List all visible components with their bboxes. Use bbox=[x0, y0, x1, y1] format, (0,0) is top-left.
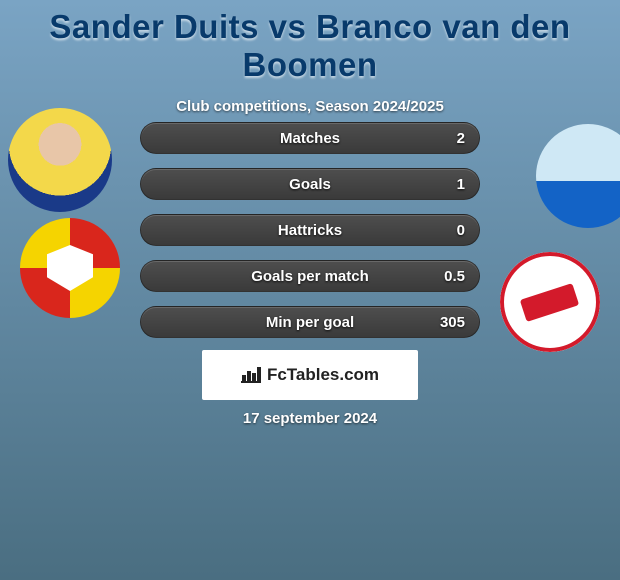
branding-badge: FcTables.com bbox=[202, 350, 418, 400]
bar-chart-icon bbox=[241, 367, 261, 383]
stat-value: 305 bbox=[440, 307, 465, 339]
club-crest-icon bbox=[20, 218, 120, 318]
stats-list: Matches 2 Goals 1 Hattricks 0 Goals per … bbox=[140, 122, 480, 352]
branding-text: FcTables.com bbox=[267, 365, 379, 385]
player-photo-icon bbox=[536, 124, 620, 228]
subtitle: Club competitions, Season 2024/2025 bbox=[0, 98, 620, 115]
stat-value: 0.5 bbox=[444, 261, 465, 293]
stat-label: Goals per match bbox=[251, 261, 369, 293]
stat-row: Goals 1 bbox=[140, 168, 480, 200]
date-text: 17 september 2024 bbox=[0, 410, 620, 427]
stat-value: 2 bbox=[457, 123, 465, 155]
stat-row: Min per goal 305 bbox=[140, 306, 480, 338]
player-photo-icon bbox=[8, 108, 112, 212]
player-left-avatar bbox=[8, 108, 112, 212]
stat-row: Goals per match 0.5 bbox=[140, 260, 480, 292]
stat-row: Matches 2 bbox=[140, 122, 480, 154]
stat-label: Goals bbox=[289, 169, 331, 201]
stat-label: Hattricks bbox=[278, 215, 342, 247]
club-right-crest bbox=[500, 252, 600, 352]
stat-label: Min per goal bbox=[266, 307, 354, 339]
stat-row: Hattricks 0 bbox=[140, 214, 480, 246]
player-right-avatar bbox=[536, 124, 620, 228]
club-left-crest bbox=[20, 218, 120, 318]
comparison-card: Sander Duits vs Branco van den Boomen Cl… bbox=[0, 0, 620, 580]
stat-value: 0 bbox=[457, 215, 465, 247]
club-crest-icon bbox=[500, 252, 600, 352]
stat-value: 1 bbox=[457, 169, 465, 201]
page-title: Sander Duits vs Branco van den Boomen bbox=[0, 0, 620, 84]
stat-label: Matches bbox=[280, 123, 340, 155]
